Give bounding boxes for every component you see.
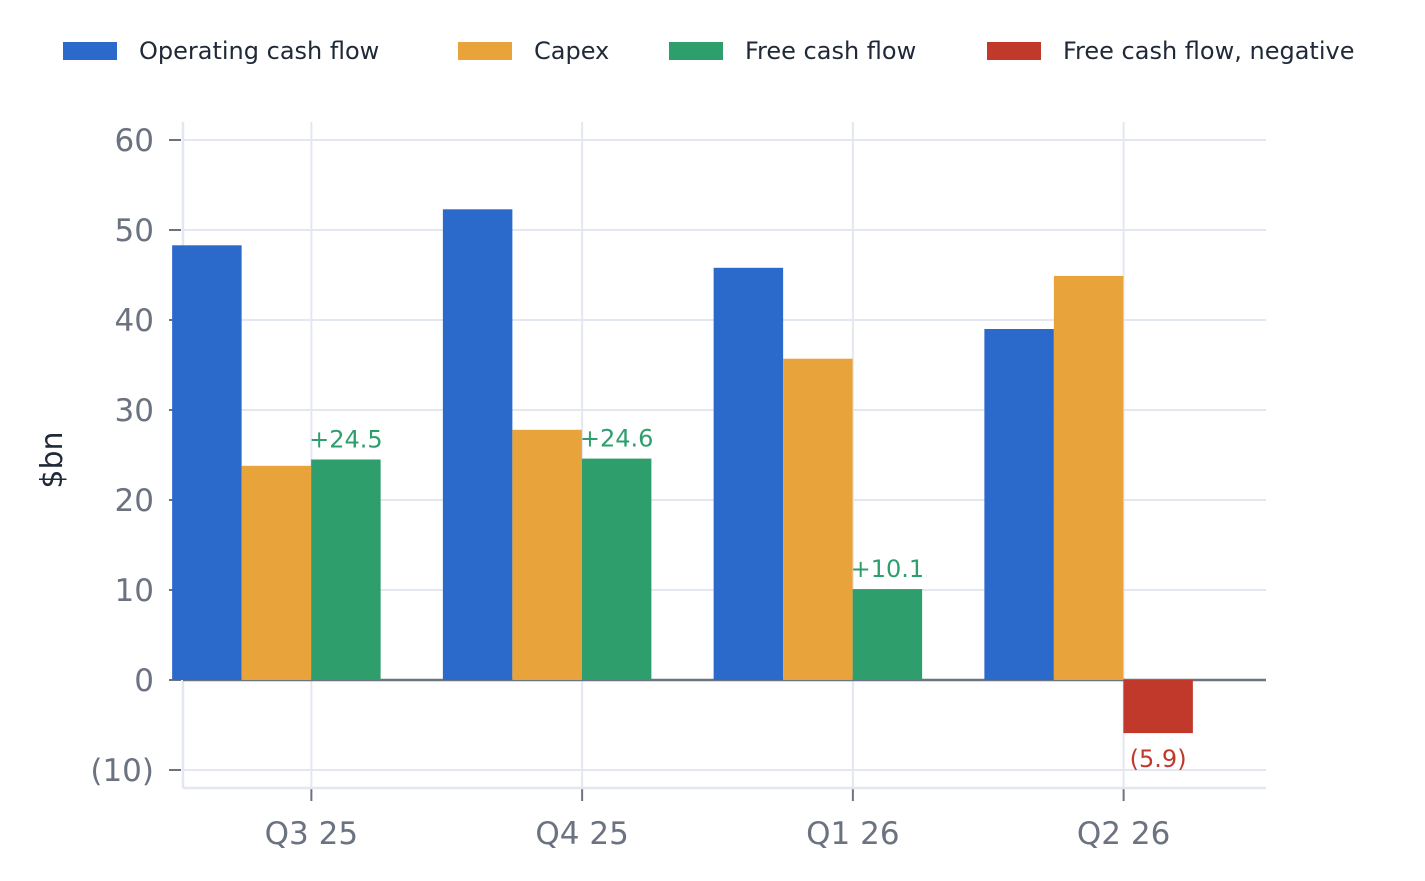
legend-label-free-cash-flow: Free cash flow (745, 37, 917, 65)
legend-swatch-operating-cash-flow (63, 42, 117, 60)
y-tick-label: 10 (115, 573, 154, 609)
axes: 60 50 40 30 20 10 0 (10) Q3 25 Q4 25 Q1 26 Q2 26 (90, 122, 1266, 852)
bar-free-cash-flow-q3-25 (311, 459, 381, 680)
legend-swatch-capex (458, 42, 512, 60)
bar-free-cash-flow-negative-q2-26 (1123, 680, 1193, 734)
data-label: +10.1 (851, 555, 925, 583)
bar-capex-q4-25 (512, 429, 582, 680)
legend-label-free-cash-flow-negative: Free cash flow, negative (1063, 37, 1355, 65)
y-tick-label: 20 (115, 483, 154, 519)
bar-free-cash-flow-q4-25 (581, 458, 652, 680)
legend-item-operating-cash-flow: Operating cash flow (63, 36, 379, 66)
bar-operating-cash-flow-q3-25 (172, 245, 242, 681)
legend-swatch-free-cash-flow-negative (987, 42, 1041, 60)
y-tick-label: 50 (115, 213, 154, 249)
legend-label-capex: Capex (534, 37, 610, 65)
y-tick-label: 0 (134, 663, 154, 699)
bar-operating-cash-flow-q4-25 (442, 209, 513, 681)
x-tick-label: Q4 25 (535, 816, 628, 852)
legend-swatch-free-cash-flow (669, 42, 723, 60)
y-tick-label: 60 (115, 123, 154, 159)
data-label: (5.9) (1130, 745, 1187, 773)
bar-free-cash-flow-q1-26 (852, 589, 923, 680)
legend-item-free-cash-flow-negative: Free cash flow, negative (987, 36, 1354, 66)
x-tick-label: Q3 25 (265, 816, 358, 852)
x-tick-label: Q2 26 (1077, 816, 1170, 852)
bars (172, 209, 1193, 734)
y-tick-label: 40 (115, 303, 154, 339)
x-tick-label: Q1 26 (806, 816, 899, 852)
y-axis-label: $bn (35, 431, 70, 488)
bar-capex-q2-26 (1053, 275, 1124, 680)
legend-item-capex: Capex (458, 36, 609, 66)
bar-operating-cash-flow-q1-26 (713, 267, 784, 680)
legend-item-free-cash-flow: Free cash flow (669, 36, 916, 66)
data-label: +24.6 (580, 425, 654, 453)
data-label: +24.5 (309, 426, 383, 454)
y-tick-label: (10) (90, 753, 154, 789)
bar-capex-q1-26 (783, 358, 853, 680)
y-tick-label: 30 (115, 393, 154, 429)
bar-capex-q3-25 (241, 465, 312, 680)
bar-operating-cash-flow-q2-26 (984, 329, 1054, 680)
legend: Operating cash flow Capex Free cash flow… (0, 36, 1425, 66)
legend-label-operating-cash-flow: Operating cash flow (139, 37, 380, 65)
data-labels: +24.5 +24.6 +10.1 (5.9) (309, 425, 1186, 773)
